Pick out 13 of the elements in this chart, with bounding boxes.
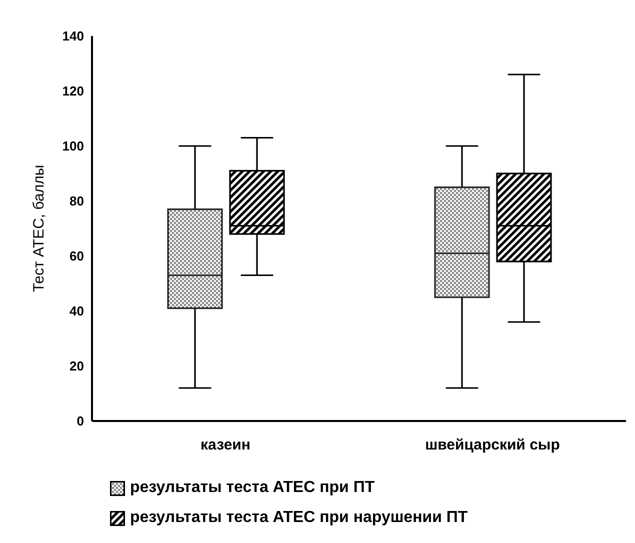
y-tick-label: 40 [70, 304, 84, 319]
y-axis-title: Тест ATEC, баллы [30, 164, 48, 292]
y-tick-label: 80 [70, 194, 84, 209]
y-tick-label: 100 [62, 138, 84, 154]
y-tick-label: 140 [62, 28, 84, 44]
x-tick-label: швейцарский сыр [425, 436, 560, 454]
y-tick-label: 120 [62, 84, 84, 99]
x-tick-label: казеин [200, 436, 250, 454]
y-tick-label: 60 [70, 248, 84, 264]
y-tick-label: 20 [70, 358, 84, 374]
y-tick-label: 0 [76, 414, 84, 429]
legend-label: результаты теста ATEC при ПТ [130, 479, 375, 497]
legend-label: результаты теста ATEC при нарушении ПТ [130, 509, 468, 527]
